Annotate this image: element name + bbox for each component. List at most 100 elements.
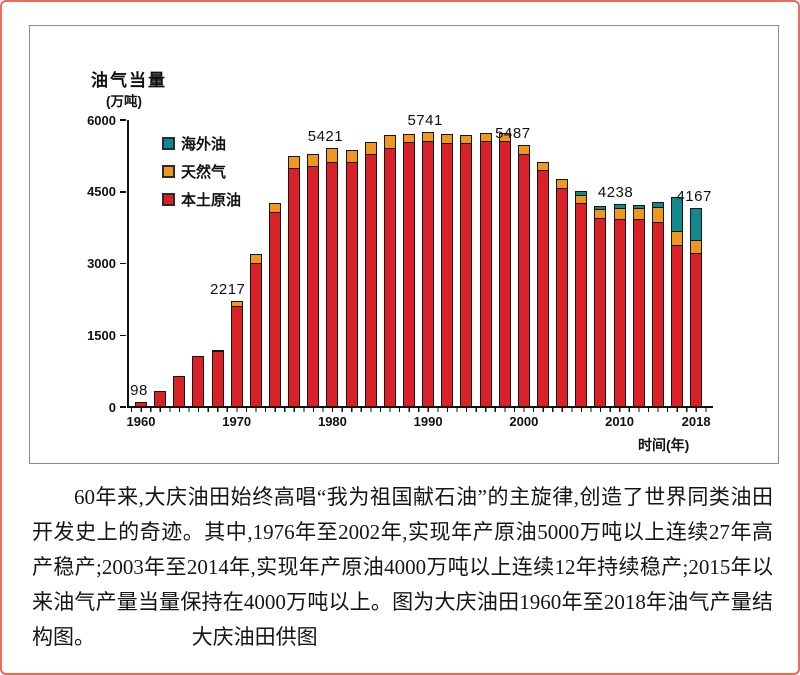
x-tick-label: 2018 xyxy=(681,414,711,429)
bar-segment xyxy=(327,162,338,406)
legend-label: 天然气 xyxy=(181,163,227,181)
bar-segment xyxy=(289,168,300,406)
legend-label: 海外油 xyxy=(181,135,227,153)
bar-2018 xyxy=(690,207,703,407)
bar-1978 xyxy=(307,153,320,407)
x-tick-label: 2010 xyxy=(605,414,635,429)
bar-value-label-1980: 5421 xyxy=(307,127,344,145)
bar-segment xyxy=(557,179,568,189)
bar-1964 xyxy=(173,375,186,407)
x-tick-label: 2000 xyxy=(509,414,539,429)
caption: 60年来,大庆油田始终高唱“我为祖国献石油”的主旋律,创造了世界同类油田开发史上… xyxy=(32,480,773,655)
bar-segment xyxy=(691,208,702,241)
bar-segment xyxy=(289,157,300,169)
bar-1996 xyxy=(479,132,492,407)
bar-segment xyxy=(461,143,472,406)
bar-value-label-2010: 4238 xyxy=(597,184,634,202)
bar-segment xyxy=(557,188,568,406)
bar-segment xyxy=(672,245,682,406)
bar-1974 xyxy=(269,202,281,407)
y-tick-mark xyxy=(120,262,126,265)
bar-2016 xyxy=(671,196,683,407)
bar-segment xyxy=(538,171,548,406)
bar-segment xyxy=(499,141,510,406)
bar-2008 xyxy=(594,206,607,407)
bar-segment xyxy=(346,150,357,164)
bar-1994 xyxy=(460,134,473,407)
bar-segment xyxy=(346,163,357,406)
legend-label: 本土原油 xyxy=(181,191,242,209)
bar-segment xyxy=(384,136,395,149)
bar-2002 xyxy=(537,162,549,407)
bar-1988 xyxy=(403,134,415,407)
bar-segment xyxy=(672,231,682,246)
bar-segment xyxy=(404,135,414,144)
bar-value-label-2000: 5487 xyxy=(495,124,531,142)
bar-segment xyxy=(384,148,395,406)
bar-segment xyxy=(480,133,491,142)
x-tick-label: 1960 xyxy=(126,414,156,429)
bar-1966 xyxy=(192,356,205,407)
bar-2012 xyxy=(632,204,645,407)
y-tick-label: 6000 xyxy=(87,112,116,128)
bar-segment xyxy=(212,351,223,353)
bar-segment xyxy=(155,391,166,406)
y-tick-mark xyxy=(120,191,126,193)
bar-segment xyxy=(518,155,529,406)
bar-1990 xyxy=(422,132,435,407)
bar-segment xyxy=(423,133,434,142)
bar-segment xyxy=(576,203,587,406)
bar-segment xyxy=(633,208,644,221)
bar-1984 xyxy=(364,142,377,407)
x-axis-line xyxy=(126,406,713,408)
y-tick-label: 3000 xyxy=(87,256,116,271)
chart-panel: 油气当量 (万吨) 0 1500 3000 4500 6000 1960 1970 1980… xyxy=(29,25,779,464)
y-tick-label: 0 xyxy=(108,399,116,415)
caption-text: 60年来,大庆油田始终高唱“我为祖国献石油”的主旋律,创造了世界同类油田开发史上… xyxy=(32,480,773,655)
legend-item-natural-gas: 天然气 xyxy=(162,157,241,185)
bar-segment xyxy=(691,240,702,255)
bar-2006 xyxy=(575,191,588,407)
bar-1960 xyxy=(135,402,147,407)
bar-value-label-1970: 2217 xyxy=(210,280,246,298)
bar-value-label-1960: 98 xyxy=(130,382,148,400)
bar-segment xyxy=(672,197,682,232)
legend-item-domestic-crude: 本土原油 xyxy=(162,185,241,213)
bar-segment xyxy=(442,135,453,144)
bar-segment xyxy=(633,205,644,209)
bar-segment xyxy=(595,207,606,210)
bar-segment xyxy=(576,194,587,204)
y-axis-unit: (万吨) xyxy=(106,94,142,109)
x-axis-title: 时间(年) xyxy=(638,437,690,453)
y-axis-title: 油气当量 xyxy=(91,71,167,90)
bar-segment xyxy=(691,254,702,406)
bar-segment xyxy=(480,141,491,406)
bar-segment xyxy=(250,255,261,264)
bar-segment xyxy=(231,301,242,307)
bar-1976 xyxy=(288,156,301,407)
bar-1970 xyxy=(230,300,243,407)
overseas-oil-swatch xyxy=(162,136,175,150)
bar-segment xyxy=(308,167,319,406)
bar-1962 xyxy=(154,390,167,407)
caption-credit: 大庆油田供图 xyxy=(191,625,318,649)
bar-2014 xyxy=(651,202,664,407)
bar-segment xyxy=(518,145,529,156)
chart-legend: 海外油 天然气 本土原油 xyxy=(162,129,241,213)
bar-segment xyxy=(614,220,625,406)
x-tick-label: 1980 xyxy=(317,414,347,429)
bar-segment xyxy=(365,155,376,406)
x-tick-label: 1990 xyxy=(413,414,443,429)
y-tick-label: 4500 xyxy=(87,184,116,200)
bar-segment xyxy=(231,306,242,406)
legend-item-overseas-oil: 海外油 xyxy=(162,129,241,157)
bar-1998 xyxy=(498,133,511,407)
bar-segment xyxy=(652,206,663,223)
bar-segment xyxy=(461,135,472,144)
bar-segment xyxy=(652,203,663,207)
bar-segment xyxy=(404,143,414,406)
bar-segment xyxy=(250,263,261,406)
bar-2004 xyxy=(556,178,569,407)
bar-1968 xyxy=(211,350,224,407)
